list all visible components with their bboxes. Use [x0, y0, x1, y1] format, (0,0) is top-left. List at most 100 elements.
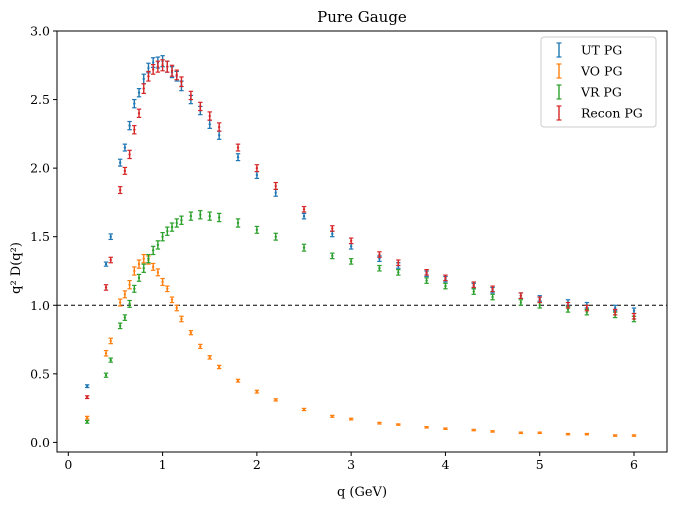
y-tick-label: 0.0 [30, 435, 50, 450]
data-point [127, 149, 132, 160]
data-marker [538, 304, 541, 307]
data-point [169, 296, 175, 304]
data-marker [425, 279, 428, 282]
data-point [179, 315, 184, 323]
data-marker [491, 430, 494, 433]
x-tick-label: 2 [253, 457, 261, 472]
data-point [424, 277, 429, 284]
data-point [207, 111, 212, 121]
data-marker [519, 294, 523, 297]
data-point [169, 222, 175, 232]
data-point [174, 69, 179, 81]
data-marker [128, 283, 131, 286]
data-marker [585, 306, 589, 310]
data-marker [189, 94, 193, 97]
data-marker [118, 161, 122, 164]
data-point [103, 372, 109, 378]
data-marker [142, 77, 145, 81]
data-point [443, 274, 448, 282]
data-marker [137, 262, 141, 266]
data-point [84, 415, 90, 420]
legend-item: Recon PG [556, 105, 643, 121]
data-marker [109, 358, 112, 362]
data-marker [302, 208, 306, 211]
y-tick-label: 2.5 [30, 92, 50, 107]
data-point [117, 298, 123, 307]
data-point [169, 64, 175, 77]
data-point [396, 423, 401, 426]
data-marker [161, 235, 164, 238]
data-marker [217, 365, 221, 369]
x-tick-label: 3 [347, 457, 355, 472]
data-point [141, 263, 146, 273]
data-marker [378, 422, 381, 425]
data-point [132, 284, 137, 293]
data-point [424, 269, 429, 276]
data-point [254, 164, 260, 173]
data-marker [175, 73, 178, 77]
data-point [207, 355, 212, 360]
data-marker [331, 254, 334, 258]
data-marker [109, 235, 112, 238]
data-marker [137, 91, 141, 94]
data-marker [491, 287, 494, 291]
data-point [301, 212, 307, 220]
series-vo-pg [84, 253, 637, 437]
data-marker [217, 216, 221, 219]
data-marker [444, 427, 447, 430]
data-marker [425, 426, 428, 429]
data-marker [397, 261, 400, 264]
data-marker [133, 128, 136, 131]
data-marker [170, 298, 174, 301]
plot-area [57, 55, 667, 437]
chart-title: Pure Gauge [317, 8, 407, 26]
data-point [84, 419, 90, 424]
y-axis-title: q² D(q²) [9, 242, 24, 294]
data-marker [156, 271, 160, 274]
legend-label: VO PG [580, 64, 622, 79]
data-point [165, 285, 170, 293]
data-marker [538, 298, 541, 301]
data-marker [472, 290, 475, 293]
data-point [132, 266, 137, 276]
data-marker [378, 257, 381, 260]
data-point [301, 407, 307, 412]
data-point [612, 434, 618, 437]
data-point [188, 90, 194, 101]
data-point [127, 120, 132, 131]
data-marker [378, 253, 381, 256]
data-marker [118, 301, 122, 304]
data-point [132, 98, 137, 109]
data-point [348, 237, 354, 245]
data-marker [613, 310, 617, 314]
data-marker [142, 267, 145, 270]
data-point [565, 301, 571, 309]
data-point [301, 243, 307, 252]
data-point [396, 269, 401, 276]
data-marker [175, 306, 178, 310]
data-marker [208, 356, 211, 359]
data-marker [585, 432, 589, 436]
data-point [377, 264, 382, 272]
data-point [122, 166, 128, 175]
x-tick-label: 0 [64, 457, 72, 472]
series-vr-pg [84, 210, 637, 424]
data-marker [632, 315, 636, 318]
data-point [396, 259, 401, 267]
data-point [165, 226, 170, 236]
data-point [179, 215, 184, 225]
data-marker [166, 287, 169, 291]
data-point [84, 395, 90, 400]
data-point [160, 59, 165, 72]
data-marker [331, 232, 334, 236]
data-marker [123, 146, 127, 149]
data-marker [444, 276, 447, 280]
data-marker [85, 395, 89, 399]
data-point [518, 299, 524, 306]
data-marker [123, 293, 127, 296]
y-tick-label: 2.0 [30, 161, 50, 176]
data-marker [151, 61, 155, 64]
data-marker [538, 431, 541, 435]
